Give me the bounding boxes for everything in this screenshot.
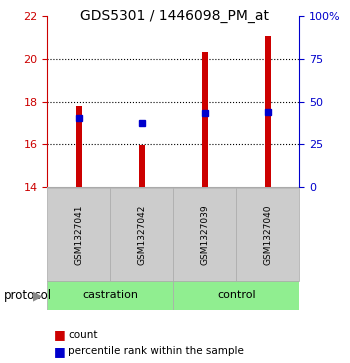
Text: count: count [68,330,98,340]
Bar [110,188,173,281]
Text: ■: ■ [54,328,66,341]
Bar [265,36,271,187]
Bar [139,145,145,187]
Bar [173,281,299,310]
Bar [47,281,173,310]
Text: percentile rank within the sample: percentile rank within the sample [68,346,244,356]
Bar [47,188,110,281]
Text: GSM1327039: GSM1327039 [200,204,209,265]
Text: protocol: protocol [4,289,52,302]
Bar [202,52,208,187]
Bar [173,188,236,281]
Bar [76,106,82,187]
Text: castration: castration [82,290,138,301]
Text: GSM1327041: GSM1327041 [74,204,83,265]
Text: GSM1327040: GSM1327040 [263,204,272,265]
Text: GSM1327042: GSM1327042 [137,204,146,265]
Text: ▶: ▶ [33,289,43,302]
Text: GDS5301 / 1446098_PM_at: GDS5301 / 1446098_PM_at [80,9,270,23]
Text: ■: ■ [54,345,66,358]
Bar [236,188,299,281]
Text: control: control [217,290,256,301]
